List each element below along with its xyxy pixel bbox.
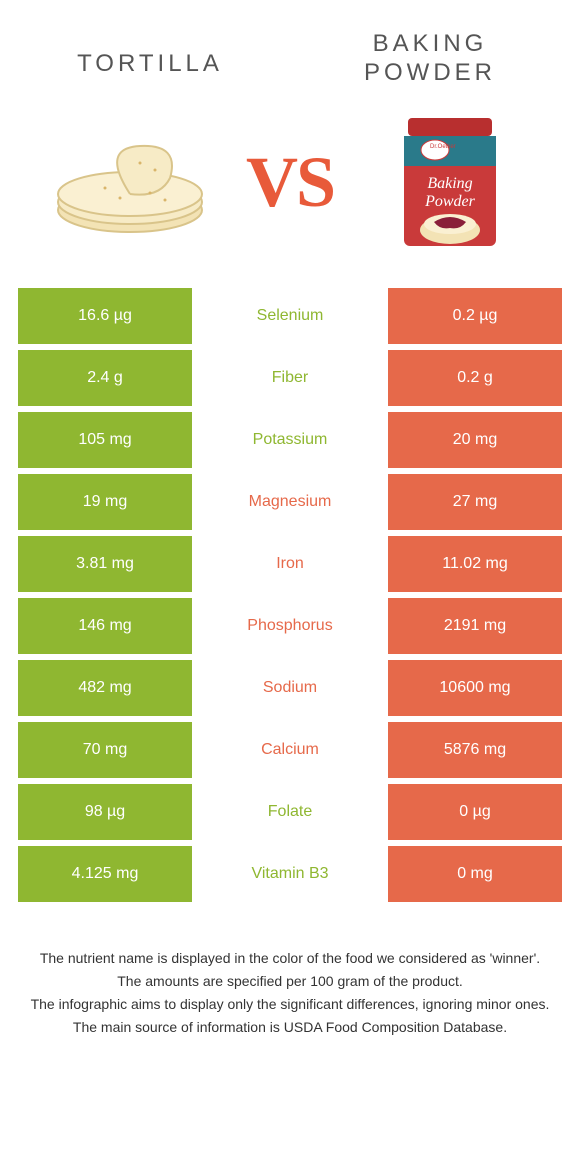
footnote-line: The main source of information is USDA F… [30,1017,550,1038]
nutrient-label: Vitamin B3 [192,846,388,902]
title-right: BAKING POWDER [320,30,540,88]
nutrient-label: Sodium [192,660,388,716]
nutrient-label: Selenium [192,288,388,344]
nutrient-row: 19 mgMagnesium27 mg [18,474,562,530]
nutrient-label: Phosphorus [192,598,388,654]
right-value: 0 µg [388,784,562,840]
svg-text:Baking: Baking [427,175,472,192]
header: TORTILLA BAKING POWDER [0,0,580,98]
right-value: 20 mg [388,412,562,468]
left-value: 146 mg [18,598,192,654]
right-value: 0 mg [388,846,562,902]
svg-text:Powder: Powder [424,193,476,210]
footnote-line: The nutrient name is displayed in the co… [30,948,550,969]
nutrient-label: Calcium [192,722,388,778]
nutrient-label: Potassium [192,412,388,468]
vs-label: VS [246,141,334,224]
nutrient-row: 3.81 mgIron11.02 mg [18,536,562,592]
nutrient-row: 482 mgSodium10600 mg [18,660,562,716]
nutrient-row: 98 µgFolate0 µg [18,784,562,840]
right-value: 5876 mg [388,722,562,778]
nutrient-row: 105 mgPotassium20 mg [18,412,562,468]
nutrient-label: Iron [192,536,388,592]
left-value: 70 mg [18,722,192,778]
baking-powder-icon: Dr.Oetker Baking Powder [390,108,510,258]
nutrient-row: 70 mgCalcium5876 mg [18,722,562,778]
footnote-line: The infographic aims to display only the… [30,994,550,1015]
right-value: 2191 mg [388,598,562,654]
right-value: 11.02 mg [388,536,562,592]
title-left: TORTILLA [40,30,260,79]
left-value: 2.4 g [18,350,192,406]
tortilla-image [40,108,220,258]
svg-text:Dr.Oetker: Dr.Oetker [430,144,456,150]
nutrient-row: 16.6 µgSelenium0.2 µg [18,288,562,344]
comparison-table: 16.6 µgSelenium0.2 µg 2.4 gFiber0.2 g 105 … [0,288,580,902]
title-right-line2: POWDER [364,59,496,86]
right-value: 0.2 g [388,350,562,406]
left-value: 4.125 mg [18,846,192,902]
right-value: 0.2 µg [388,288,562,344]
left-value: 19 mg [18,474,192,530]
nutrient-label: Magnesium [192,474,388,530]
footnote-line: The amounts are specified per 100 gram o… [30,971,550,992]
nutrient-row: 4.125 mgVitamin B30 mg [18,846,562,902]
left-value: 482 mg [18,660,192,716]
left-value: 3.81 mg [18,536,192,592]
right-value: 10600 mg [388,660,562,716]
right-value: 27 mg [388,474,562,530]
baking-powder-image: Dr.Oetker Baking Powder [360,108,540,258]
tortilla-icon [50,128,210,238]
left-value: 105 mg [18,412,192,468]
left-value: 98 µg [18,784,192,840]
title-right-line1: BAKING [373,30,488,57]
nutrient-label: Folate [192,784,388,840]
nutrient-row: 2.4 gFiber0.2 g [18,350,562,406]
left-value: 16.6 µg [18,288,192,344]
footnotes: The nutrient name is displayed in the co… [0,908,580,1060]
nutrient-row: 146 mgPhosphorus2191 mg [18,598,562,654]
nutrient-label: Fiber [192,350,388,406]
image-row: VS Dr.Oetker Baking Powder [0,98,580,288]
